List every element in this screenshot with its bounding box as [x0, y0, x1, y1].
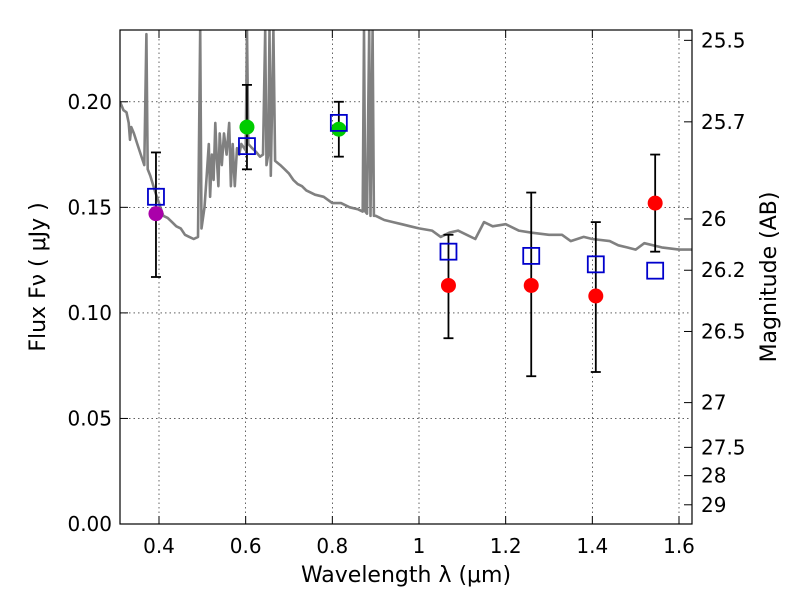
observed-flux-point: [588, 288, 604, 304]
axis-ticks: 0.4 0.6 0.8 1 1.2 1.4 1.6 0.00 0.05 0.10 0.15 0.20 2…: [67, 28, 745, 558]
magnitude-tick-label: 25.7: [701, 110, 746, 134]
magnitude-tick-label: 29: [701, 493, 726, 517]
plot-frame: [119, 29, 693, 525]
model-photometry-square: [238, 137, 256, 156]
magnitude-tick-label: 25.5: [701, 28, 746, 52]
observed-flux-point: [647, 195, 663, 211]
magnitude-tick-label: 28: [701, 464, 726, 488]
data-points-layer: [147, 83, 665, 378]
model-photometry-square: [439, 242, 458, 261]
model-photometry-square: [646, 261, 665, 280]
x-tick-label: 1: [413, 534, 426, 558]
observed-flux-point: [239, 119, 255, 135]
observed-flux-point: [331, 121, 347, 137]
y-tick-label: 0.20: [67, 90, 112, 114]
y-tick-label: 0.05: [67, 406, 112, 430]
x-axis-label: Wavelength λ (μm): [301, 563, 511, 588]
y-tick-label: 0.10: [67, 301, 112, 325]
model-photometry-square: [147, 187, 165, 206]
model-photometry-square: [522, 246, 541, 265]
magnitude-tick-label: 26: [701, 207, 726, 231]
x-tick-label: 0.4: [143, 534, 175, 558]
magnitude-tick-label: 27: [701, 391, 726, 415]
observed-flux-point: [440, 277, 456, 293]
model-photometry-square: [586, 255, 605, 274]
grid: [120, 30, 692, 525]
magnitude-tick-label: 26.5: [701, 319, 746, 343]
model-sed-layer: [120, 30, 692, 251]
observed-flux-point: [523, 277, 539, 293]
y-axis-label: Flux Fν ( μJy ): [26, 202, 51, 351]
x-tick-label: 0.8: [316, 534, 348, 558]
x-tick-label: 1.6: [663, 534, 695, 558]
x-tick-label: 1.2: [490, 534, 522, 558]
y-tick-label: 0.15: [67, 195, 112, 219]
y-tick-label: 0.00: [67, 512, 112, 536]
model-sed-line: [120, 30, 692, 251]
observed-flux-point: [148, 206, 164, 222]
x-tick-label: 1.4: [576, 534, 608, 558]
magnitude-tick-label: 27.5: [701, 435, 746, 459]
model-photometry-square: [329, 113, 348, 132]
magnitude-tick-label: 26.2: [701, 258, 746, 282]
magnitude-axis-label: Magnitude (AB): [757, 192, 782, 363]
x-tick-label: 0.6: [230, 534, 262, 558]
